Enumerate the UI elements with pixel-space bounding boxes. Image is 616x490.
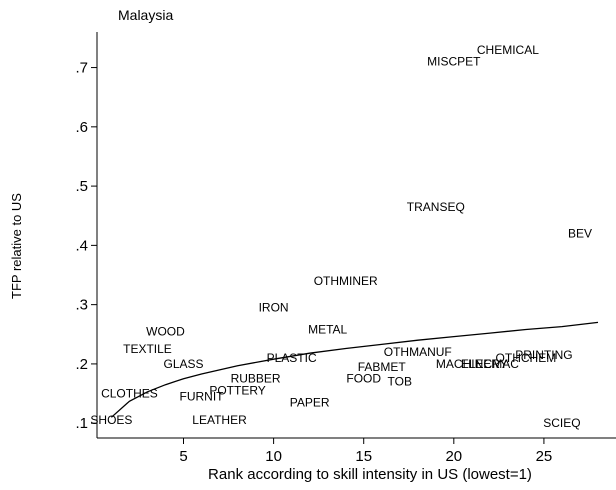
data-point-label: MISCPET — [427, 55, 481, 69]
data-point-label: GLASS — [163, 357, 203, 371]
y-tick-label: .2 — [75, 356, 88, 373]
subplot-title: Malaysia — [118, 7, 173, 23]
data-point-label: CLOTHES — [101, 387, 158, 401]
data-point-label: BEV — [568, 227, 592, 241]
x-tick-label: 20 — [445, 448, 462, 465]
x-axis-ticks: 5 10 15 20 25 — [179, 438, 552, 465]
data-point-label: TEXTILE — [123, 342, 172, 356]
data-point-label: FURNIT — [180, 390, 225, 404]
data-point-label: OTHCHEM — [496, 351, 557, 365]
y-tick-label: .4 — [75, 237, 88, 254]
data-point-label: PLASTIC — [267, 351, 317, 365]
x-axis-title: Rank according to skill intensity in US … — [208, 466, 532, 483]
data-point-label: PRINTING — [515, 348, 572, 362]
data-point-label: OTHMINER — [314, 274, 378, 288]
y-tick-label: .3 — [75, 297, 88, 314]
y-tick-label: .7 — [75, 60, 88, 77]
data-point-label: SHOES — [90, 413, 132, 427]
data-point-label: METAL — [308, 323, 347, 337]
data-point-label: POTTERY — [209, 384, 265, 398]
x-tick-label: 5 — [179, 448, 187, 465]
data-point-label: ELECMAC — [461, 357, 519, 371]
data-point-label: IRON — [259, 301, 289, 315]
x-tick-label: 25 — [536, 448, 553, 465]
y-tick-label: .6 — [75, 119, 88, 136]
data-point-label: RUBBER — [231, 372, 281, 386]
data-point-label: CHEMICAL — [477, 43, 539, 57]
data-point-label: WOOD — [146, 324, 185, 338]
data-point-label: PAPER — [290, 395, 330, 409]
data-point-label: MACHINERY — [436, 357, 508, 371]
data-point-label: FOOD — [346, 372, 381, 386]
fit-line — [110, 321, 599, 418]
data-point-label: LEATHER — [192, 413, 247, 427]
data-point-label: FABMET — [358, 360, 407, 374]
data-point-label: TRANSEQ — [407, 200, 465, 214]
data-point-label: SCIEQ — [543, 416, 580, 430]
y-axis-ticks: .1 .2 .3 .4 .5 .6 .7 — [75, 60, 97, 432]
y-tick-label: .1 — [75, 415, 88, 432]
y-tick-label: .5 — [75, 178, 88, 195]
data-point-label: OTHMANUF — [384, 345, 452, 359]
x-tick-label: 10 — [265, 448, 282, 465]
x-tick-label: 15 — [355, 448, 372, 465]
data-point-labels: SHOES CLOTHES TEXTILE WOOD GLASS FURNIT LEATHE… — [90, 43, 592, 430]
y-axis-title: TFP relative to US — [9, 193, 24, 299]
data-point-label: TOB — [388, 375, 412, 389]
